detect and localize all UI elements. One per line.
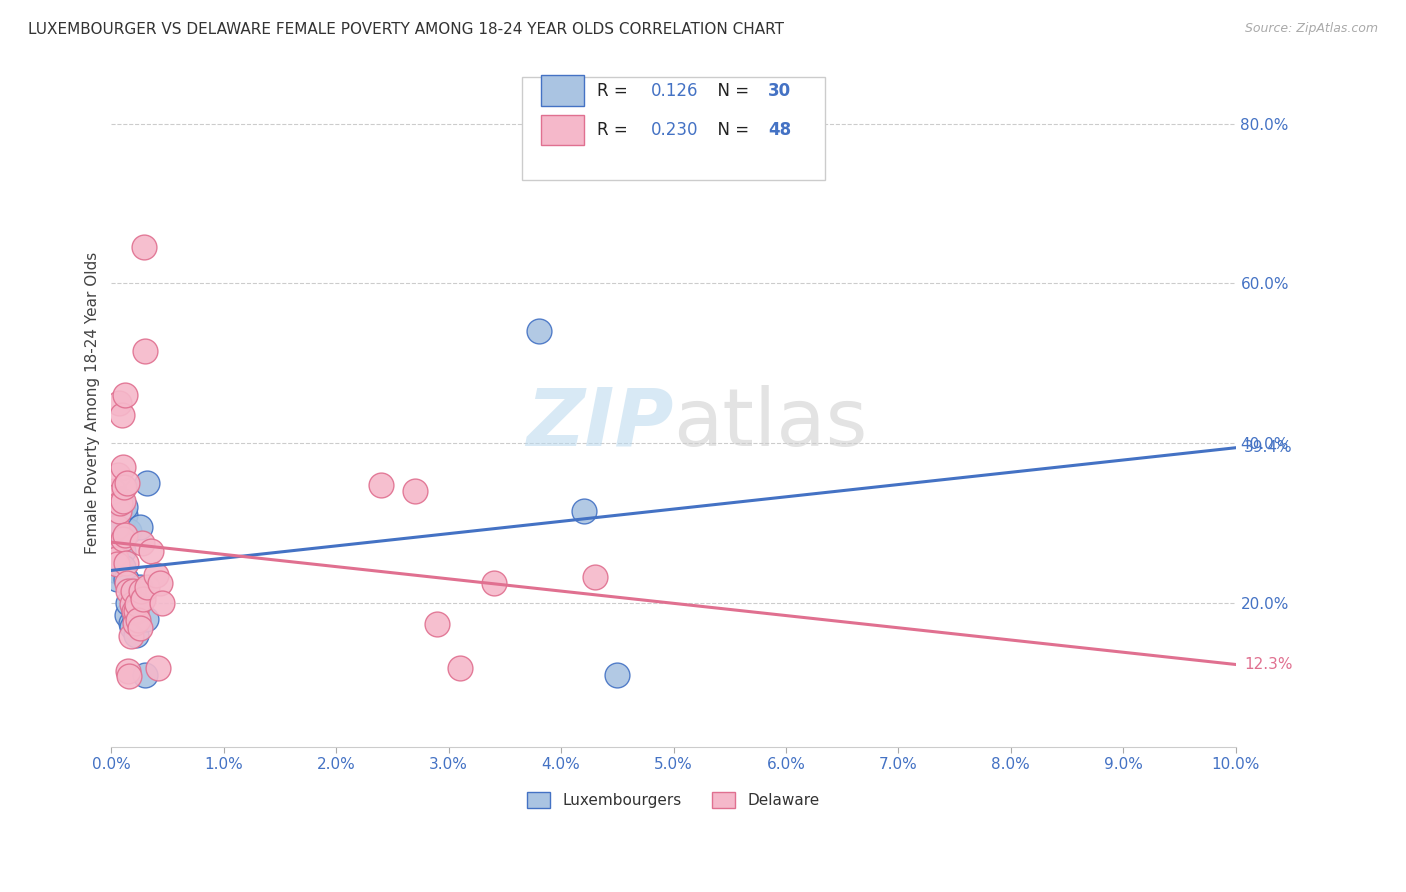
Point xyxy=(105,564,128,578)
Point xyxy=(111,560,134,574)
Text: 30: 30 xyxy=(768,82,792,100)
Point xyxy=(117,664,139,678)
Point xyxy=(583,570,606,584)
Point xyxy=(370,477,392,491)
Point xyxy=(120,629,142,643)
Point xyxy=(121,583,143,598)
Point xyxy=(112,480,135,494)
Point xyxy=(111,544,134,558)
Point xyxy=(111,493,134,508)
Point xyxy=(128,580,150,594)
Point xyxy=(110,408,132,422)
Point xyxy=(572,504,595,518)
Point xyxy=(104,552,127,566)
Point xyxy=(146,661,169,675)
Point xyxy=(125,628,148,642)
Point xyxy=(114,500,136,514)
Point xyxy=(115,607,138,622)
Point xyxy=(108,504,131,518)
Point xyxy=(114,528,136,542)
Text: 0.230: 0.230 xyxy=(651,121,699,139)
Point xyxy=(606,667,628,681)
Point xyxy=(132,240,155,254)
Point xyxy=(110,496,132,510)
Point xyxy=(105,558,128,572)
Text: N =: N = xyxy=(707,121,755,139)
Text: atlas: atlas xyxy=(673,384,868,463)
Point xyxy=(114,388,136,402)
Point xyxy=(134,667,156,681)
Point xyxy=(103,483,125,498)
Point xyxy=(128,621,150,635)
Point xyxy=(111,460,134,475)
Text: R =: R = xyxy=(598,121,633,139)
Point xyxy=(132,591,155,606)
Text: ZIP: ZIP xyxy=(526,384,673,463)
Text: N =: N = xyxy=(707,82,755,100)
Point xyxy=(136,580,159,594)
Point xyxy=(107,468,129,483)
Text: 48: 48 xyxy=(768,121,792,139)
Point xyxy=(107,532,129,546)
Point xyxy=(404,483,426,498)
Point xyxy=(108,396,131,410)
Point xyxy=(114,508,136,522)
Point xyxy=(135,612,157,626)
Point xyxy=(127,598,149,612)
Point xyxy=(117,583,139,598)
Point xyxy=(104,548,127,562)
Point xyxy=(527,324,550,338)
Point xyxy=(118,524,141,538)
Point xyxy=(104,552,127,566)
Point xyxy=(127,614,149,628)
Point xyxy=(150,596,173,610)
Point xyxy=(121,620,143,634)
Point xyxy=(110,524,132,538)
Text: Source: ZipAtlas.com: Source: ZipAtlas.com xyxy=(1244,22,1378,36)
Point xyxy=(129,583,152,598)
Text: 0.126: 0.126 xyxy=(651,82,699,100)
Y-axis label: Female Poverty Among 18-24 Year Olds: Female Poverty Among 18-24 Year Olds xyxy=(86,252,100,554)
Point xyxy=(122,604,145,618)
Point xyxy=(128,520,150,534)
Point xyxy=(139,544,162,558)
Point xyxy=(115,575,138,590)
Point xyxy=(110,520,132,534)
Point xyxy=(482,575,505,590)
Point xyxy=(104,548,127,562)
Point xyxy=(124,615,146,630)
Point xyxy=(131,536,153,550)
Point xyxy=(136,475,159,490)
Point xyxy=(105,572,128,586)
Point xyxy=(104,540,127,554)
Text: 39.4%: 39.4% xyxy=(1244,441,1292,455)
Legend: Luxembourgers, Delaware: Luxembourgers, Delaware xyxy=(522,787,825,814)
Text: R =: R = xyxy=(598,82,633,100)
Point xyxy=(125,604,148,618)
Point xyxy=(115,475,138,490)
Point xyxy=(120,615,142,630)
Point xyxy=(118,669,141,683)
Text: LUXEMBOURGER VS DELAWARE FEMALE POVERTY AMONG 18-24 YEAR OLDS CORRELATION CHART: LUXEMBOURGER VS DELAWARE FEMALE POVERTY … xyxy=(28,22,785,37)
Point xyxy=(149,575,172,590)
FancyBboxPatch shape xyxy=(541,114,583,145)
Point xyxy=(117,596,139,610)
FancyBboxPatch shape xyxy=(541,76,583,106)
FancyBboxPatch shape xyxy=(522,77,825,180)
Point xyxy=(115,572,138,586)
Point xyxy=(115,556,138,570)
Point xyxy=(105,520,128,534)
Point xyxy=(122,604,145,618)
Point xyxy=(110,508,132,522)
Point xyxy=(145,567,167,582)
Point xyxy=(426,616,449,631)
Text: 12.3%: 12.3% xyxy=(1244,657,1292,672)
Point xyxy=(449,661,471,675)
Point xyxy=(121,598,143,612)
Point xyxy=(111,532,134,546)
Point xyxy=(134,344,156,359)
Point xyxy=(124,612,146,626)
